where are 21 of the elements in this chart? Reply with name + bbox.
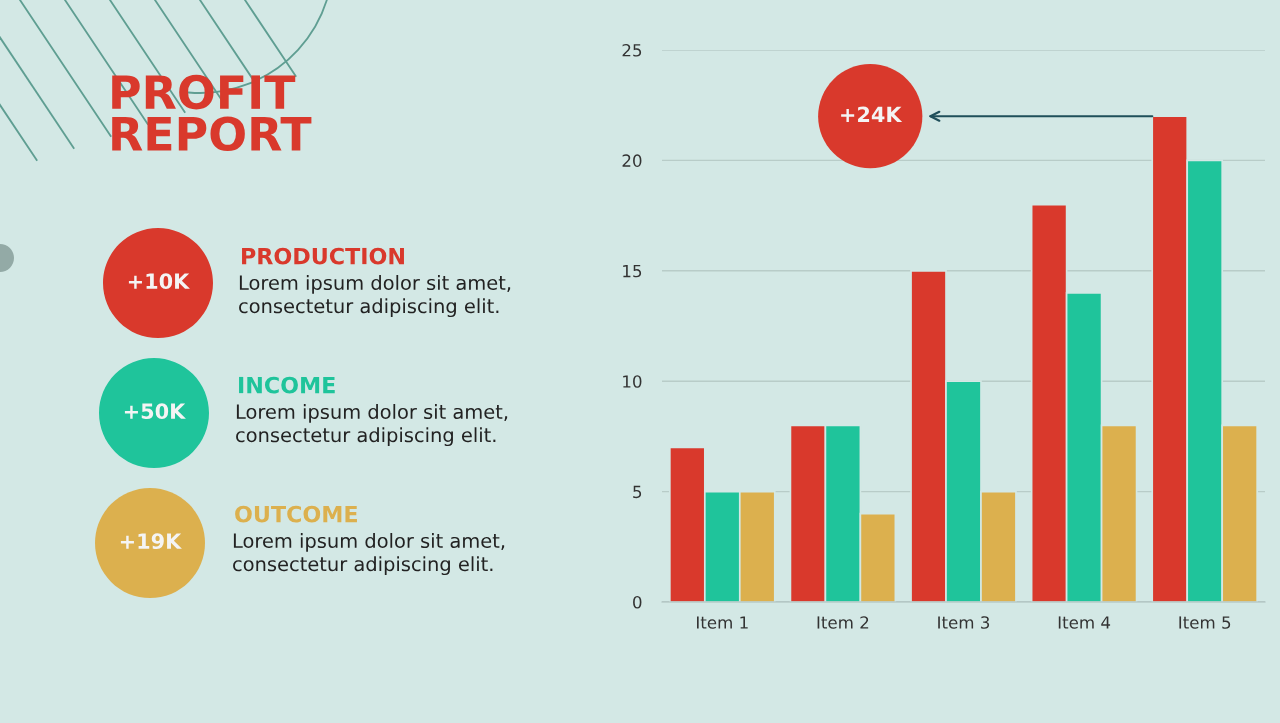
x-tick-label: Item 4	[1058, 616, 1111, 629]
text: PRODUCTION	[242, 247, 404, 265]
text: INCOME	[239, 376, 335, 394]
text: Lorem ipsum dolor sit amet, consectetur adipiscing elit.	[233, 533, 505, 576]
y-tick-label: 15	[623, 264, 642, 278]
text: +19K	[120, 533, 182, 550]
x-tick-label: Item 1	[697, 616, 748, 629]
y-tick-label: 0	[633, 595, 642, 609]
annotation: +24K	[841, 106, 903, 122]
text: Lorem ipsum dolor sit amet, consectetur adipiscing elit.	[236, 404, 508, 447]
y-tick-label: 5	[633, 485, 642, 499]
y-tick-label: 20	[622, 154, 642, 167]
text: +50K	[124, 403, 186, 420]
x-tick-label: Item 5	[1179, 616, 1231, 629]
text: +10K	[128, 273, 190, 290]
text: Lorem ipsum dolor sit amet, consectetur adipiscing elit.	[239, 275, 511, 318]
y-tick-label: 25	[622, 43, 642, 57]
x-tick-label: Item 3	[938, 616, 990, 629]
x-tick-label: Item 2	[817, 616, 869, 629]
text: OUTCOME	[235, 505, 357, 523]
y-tick-label: 10	[623, 375, 642, 388]
